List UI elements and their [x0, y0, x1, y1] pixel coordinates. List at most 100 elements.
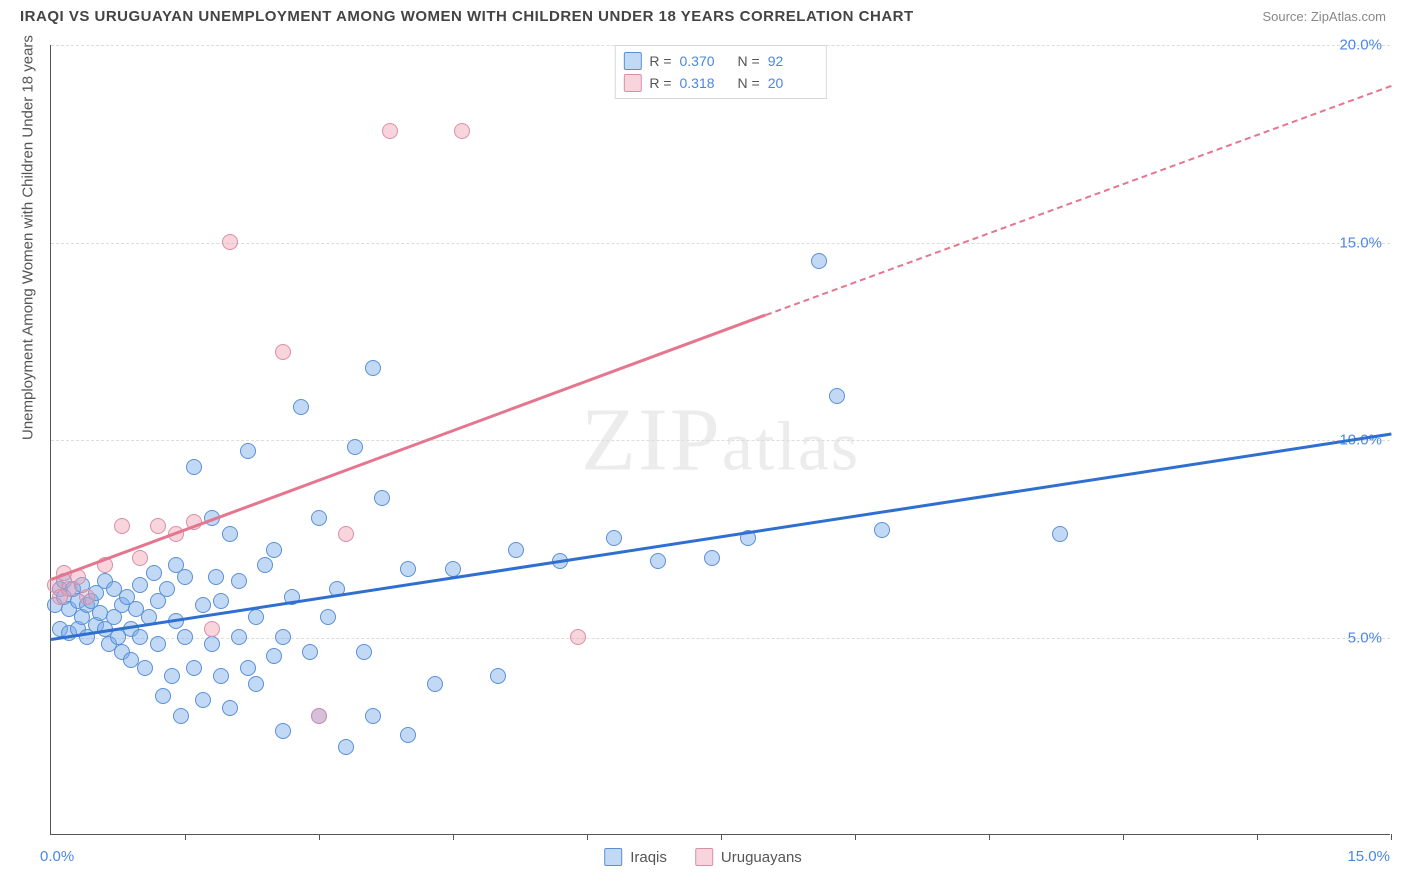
scatter-point-series2: [570, 629, 586, 645]
trendline-series1: [51, 432, 1391, 640]
scatter-point-series1: [204, 636, 220, 652]
legend-r-label: R =: [649, 75, 671, 91]
scatter-point-series1: [347, 439, 363, 455]
y-tick-label: 5.0%: [1348, 629, 1382, 646]
x-tick: [721, 834, 722, 840]
legend-swatch-series2: [623, 74, 641, 92]
scatter-point-series1: [248, 676, 264, 692]
legend-label-series2: Uruguayans: [721, 849, 802, 866]
gridline: [51, 440, 1390, 441]
legend-item-series2: Uruguayans: [695, 848, 802, 866]
scatter-point-series2: [114, 518, 130, 534]
legend-row-series1: R = 0.370 N = 92: [623, 50, 817, 72]
scatter-point-series1: [240, 443, 256, 459]
scatter-point-series1: [302, 644, 318, 660]
scatter-point-series2: [222, 234, 238, 250]
trendline-series2-extrapolated: [765, 85, 1391, 316]
legend-series: Iraqis Uruguayans: [604, 848, 802, 866]
scatter-point-series1: [132, 629, 148, 645]
scatter-point-series1: [159, 581, 175, 597]
scatter-point-series1: [213, 593, 229, 609]
scatter-point-series1: [811, 253, 827, 269]
gridline: [51, 243, 1390, 244]
scatter-point-series1: [650, 553, 666, 569]
legend-n-label: N =: [738, 75, 760, 91]
scatter-point-series1: [275, 629, 291, 645]
scatter-point-series1: [356, 644, 372, 660]
scatter-point-series1: [222, 526, 238, 542]
scatter-point-series1: [240, 660, 256, 676]
scatter-point-series1: [874, 522, 890, 538]
y-tick-label: 20.0%: [1339, 37, 1382, 54]
scatter-point-series1: [222, 700, 238, 716]
scatter-point-series1: [146, 565, 162, 581]
legend-n-value: 92: [768, 53, 818, 69]
gridline: [51, 638, 1390, 639]
scatter-point-series1: [293, 399, 309, 415]
scatter-point-series1: [213, 668, 229, 684]
scatter-point-series2: [79, 589, 95, 605]
chart-container: IRAQI VS URUGUAYAN UNEMPLOYMENT AMONG WO…: [0, 0, 1406, 892]
legend-r-value: 0.370: [680, 53, 730, 69]
scatter-point-series2: [311, 708, 327, 724]
scatter-point-series1: [829, 388, 845, 404]
legend-swatch-series2: [695, 848, 713, 866]
scatter-point-series1: [177, 629, 193, 645]
scatter-point-series1: [338, 739, 354, 755]
scatter-point-series1: [195, 692, 211, 708]
scatter-point-series1: [150, 636, 166, 652]
scatter-point-series1: [374, 490, 390, 506]
scatter-point-series2: [132, 550, 148, 566]
scatter-point-series1: [177, 569, 193, 585]
x-tick: [319, 834, 320, 840]
y-tick-label: 15.0%: [1339, 234, 1382, 251]
scatter-point-series1: [132, 577, 148, 593]
legend-label-series1: Iraqis: [630, 849, 667, 866]
legend-r-value: 0.318: [680, 75, 730, 91]
y-axis-label: Unemployment Among Women with Children U…: [20, 35, 37, 440]
scatter-point-series1: [186, 660, 202, 676]
scatter-point-series2: [382, 123, 398, 139]
scatter-point-series1: [606, 530, 622, 546]
title-bar: IRAQI VS URUGUAYAN UNEMPLOYMENT AMONG WO…: [0, 0, 1406, 29]
legend-n-value: 20: [768, 75, 818, 91]
legend-r-label: R =: [649, 53, 671, 69]
scatter-point-series1: [400, 727, 416, 743]
scatter-point-series1: [490, 668, 506, 684]
x-tick: [587, 834, 588, 840]
scatter-point-series1: [400, 561, 416, 577]
scatter-point-series2: [454, 123, 470, 139]
chart-source: Source: ZipAtlas.com: [1262, 9, 1386, 24]
scatter-point-series1: [195, 597, 211, 613]
scatter-point-series1: [186, 459, 202, 475]
x-tick: [453, 834, 454, 840]
scatter-point-series1: [231, 573, 247, 589]
scatter-point-series1: [164, 668, 180, 684]
trendline-series2: [51, 314, 767, 581]
scatter-point-series1: [704, 550, 720, 566]
x-tick: [1391, 834, 1392, 840]
x-max-label: 15.0%: [1347, 848, 1390, 865]
x-tick: [855, 834, 856, 840]
x-tick: [1257, 834, 1258, 840]
scatter-point-series1: [208, 569, 224, 585]
x-tick: [989, 834, 990, 840]
chart-title: IRAQI VS URUGUAYAN UNEMPLOYMENT AMONG WO…: [20, 8, 914, 25]
legend-swatch-series1: [604, 848, 622, 866]
legend-n-label: N =: [738, 53, 760, 69]
scatter-point-series1: [365, 708, 381, 724]
scatter-point-series1: [320, 609, 336, 625]
scatter-point-series1: [248, 609, 264, 625]
scatter-point-series2: [338, 526, 354, 542]
scatter-point-series1: [427, 676, 443, 692]
scatter-point-series2: [275, 344, 291, 360]
legend-row-series2: R = 0.318 N = 20: [623, 72, 817, 94]
scatter-point-series1: [365, 360, 381, 376]
scatter-point-series2: [204, 621, 220, 637]
legend-swatch-series1: [623, 52, 641, 70]
scatter-point-series1: [1052, 526, 1068, 542]
scatter-point-series1: [266, 648, 282, 664]
plot-area: ZIPatlas R = 0.370 N = 92 R = 0.318 N = …: [50, 45, 1390, 835]
scatter-point-series1: [275, 723, 291, 739]
x-tick: [185, 834, 186, 840]
